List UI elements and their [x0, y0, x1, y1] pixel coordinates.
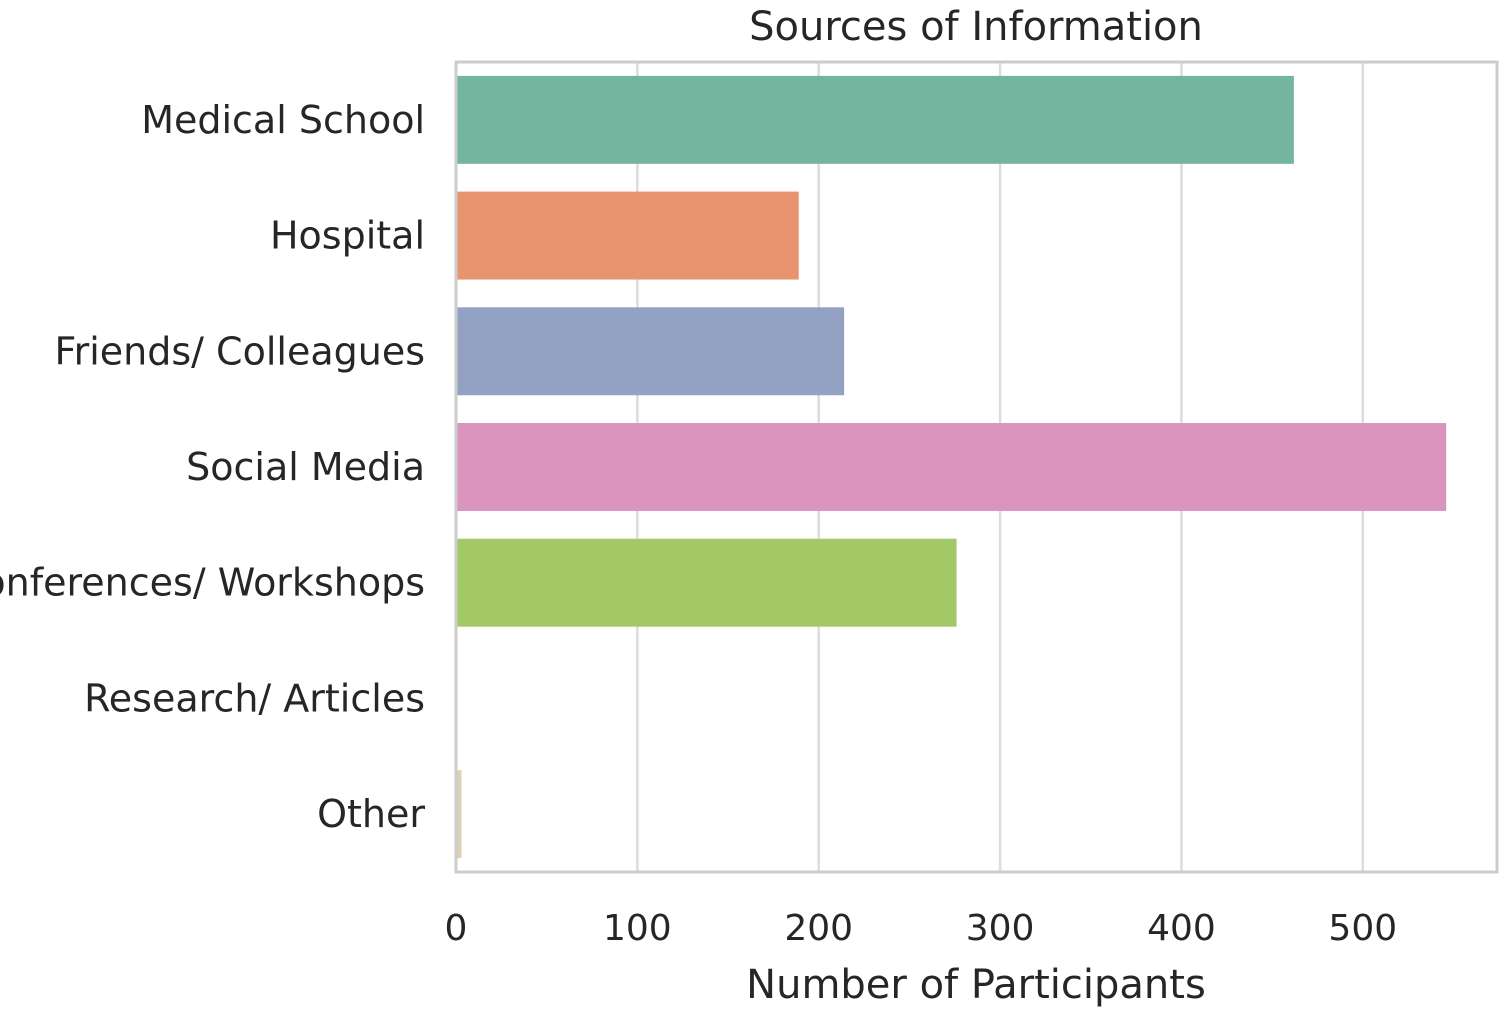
x-tick-label: 200 [784, 908, 853, 949]
x-tick-labels: 0 100 200 300 400 500 [445, 908, 1398, 949]
y-tick-label: Friends/ Colleagues [55, 329, 425, 373]
y-tick-label: Other [317, 792, 425, 836]
y-tick-label: Research/ Articles [84, 676, 425, 720]
bar [456, 423, 1447, 511]
y-tick-label: Conferences/ Workshops [0, 561, 425, 605]
bars [456, 75, 1447, 859]
x-tick-label: 500 [1328, 908, 1397, 949]
plot-frame [454, 60, 1499, 874]
bar [456, 191, 799, 280]
bar [456, 770, 462, 859]
x-tick-label: 300 [966, 908, 1035, 949]
x-tick-label: 100 [603, 908, 672, 949]
chart-title: Sources of Information [749, 4, 1203, 50]
bar [456, 307, 845, 396]
x-axis-label: Number of Participants [746, 962, 1206, 1008]
bar [456, 538, 957, 627]
bar [456, 75, 1294, 164]
y-tick-label: Social Media [186, 445, 425, 489]
y-tick-label: Hospital [270, 214, 425, 258]
y-tick-labels: Medical School Hospital Friends/ Colleague… [0, 98, 425, 836]
x-tick-label: 400 [1147, 908, 1216, 949]
y-tick-label: Medical School [141, 98, 425, 142]
x-tick-label: 0 [445, 908, 468, 949]
